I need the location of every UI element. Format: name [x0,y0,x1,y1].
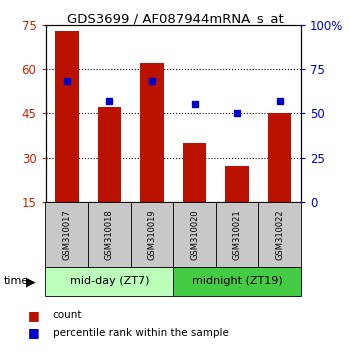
Bar [258,202,301,267]
Text: midnight (ZT19): midnight (ZT19) [192,276,282,286]
Text: percentile rank within the sample: percentile rank within the sample [52,328,228,338]
Bar [140,63,164,202]
Text: ■: ■ [28,309,40,321]
Text: GDS3699 / AF087944mRNA_s_at: GDS3699 / AF087944mRNA_s_at [66,12,284,25]
Bar [46,202,88,267]
Text: mid-day (ZT7): mid-day (ZT7) [70,276,149,286]
Text: GSM310017: GSM310017 [62,209,71,260]
Bar [173,267,301,296]
Text: GSM310018: GSM310018 [105,209,114,260]
Bar [46,267,173,296]
Bar [88,202,131,267]
Text: GSM310021: GSM310021 [233,209,241,260]
Bar [183,143,206,202]
Bar [55,31,78,202]
Bar [268,113,292,202]
Text: GSM310022: GSM310022 [275,209,284,260]
Text: ■: ■ [28,326,40,339]
Bar [131,202,173,267]
Text: count: count [52,310,82,320]
Text: GSM310020: GSM310020 [190,209,199,260]
Text: GSM310019: GSM310019 [147,209,156,260]
Bar [98,107,121,202]
Bar [173,202,216,267]
Bar [216,202,258,267]
Text: time: time [4,276,29,286]
Text: ▶: ▶ [26,275,36,288]
Bar [225,166,249,202]
